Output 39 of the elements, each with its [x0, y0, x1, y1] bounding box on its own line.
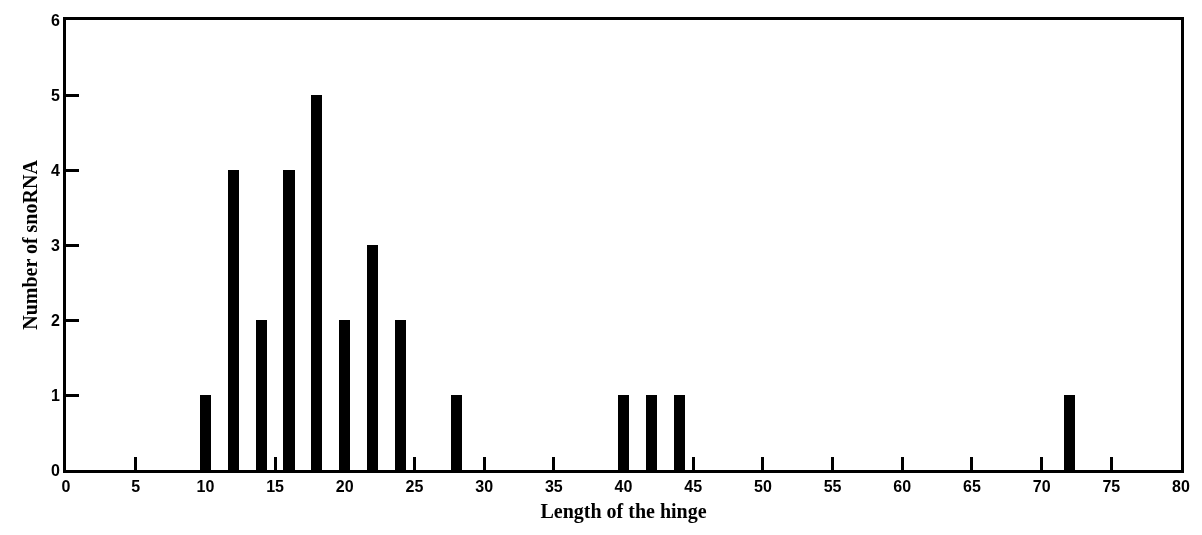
- bar: [1064, 395, 1075, 470]
- x-tick-label: 10: [196, 478, 215, 496]
- x-tick-label: 55: [823, 478, 842, 496]
- y-tick-label: 4: [50, 161, 60, 179]
- x-tick-label: 60: [893, 478, 912, 496]
- x-tick-label: 25: [405, 478, 424, 496]
- x-tick-label: 0: [61, 478, 71, 496]
- x-tick-label: 80: [1172, 478, 1190, 496]
- bar: [451, 395, 462, 470]
- x-axis-title: Length of the hinge: [540, 499, 707, 523]
- y-axis-title: Number of snoRNA: [19, 159, 42, 330]
- bar: [311, 95, 322, 470]
- y-tick-label: 3: [50, 236, 60, 254]
- x-tick-label: 65: [963, 478, 981, 496]
- x-tick-label: 75: [1102, 478, 1121, 496]
- bar: [228, 170, 239, 470]
- x-tick-label: 5: [131, 478, 141, 496]
- bar: [646, 395, 657, 470]
- y-tick-label: 0: [50, 461, 60, 479]
- y-tick-label: 6: [50, 11, 60, 29]
- bar: [256, 320, 267, 470]
- x-tick-label: 50: [753, 478, 772, 496]
- bar: [200, 395, 211, 470]
- bar: [395, 320, 406, 470]
- bar: [367, 245, 378, 470]
- x-tick-label: 20: [335, 478, 354, 496]
- x-tick-label: 35: [544, 478, 563, 496]
- x-tick-label: 70: [1032, 478, 1051, 496]
- y-tick-label: 2: [50, 311, 60, 329]
- x-tick-label: 15: [266, 478, 285, 496]
- bar: [283, 170, 295, 470]
- bar: [618, 395, 629, 470]
- x-tick-label: 45: [684, 478, 703, 496]
- x-tick-label: 30: [475, 478, 494, 496]
- x-tick-label: 40: [614, 478, 633, 496]
- y-tick-label: 5: [50, 86, 60, 104]
- y-tick-label: 1: [50, 386, 60, 404]
- bar: [339, 320, 350, 470]
- bar: [674, 395, 685, 470]
